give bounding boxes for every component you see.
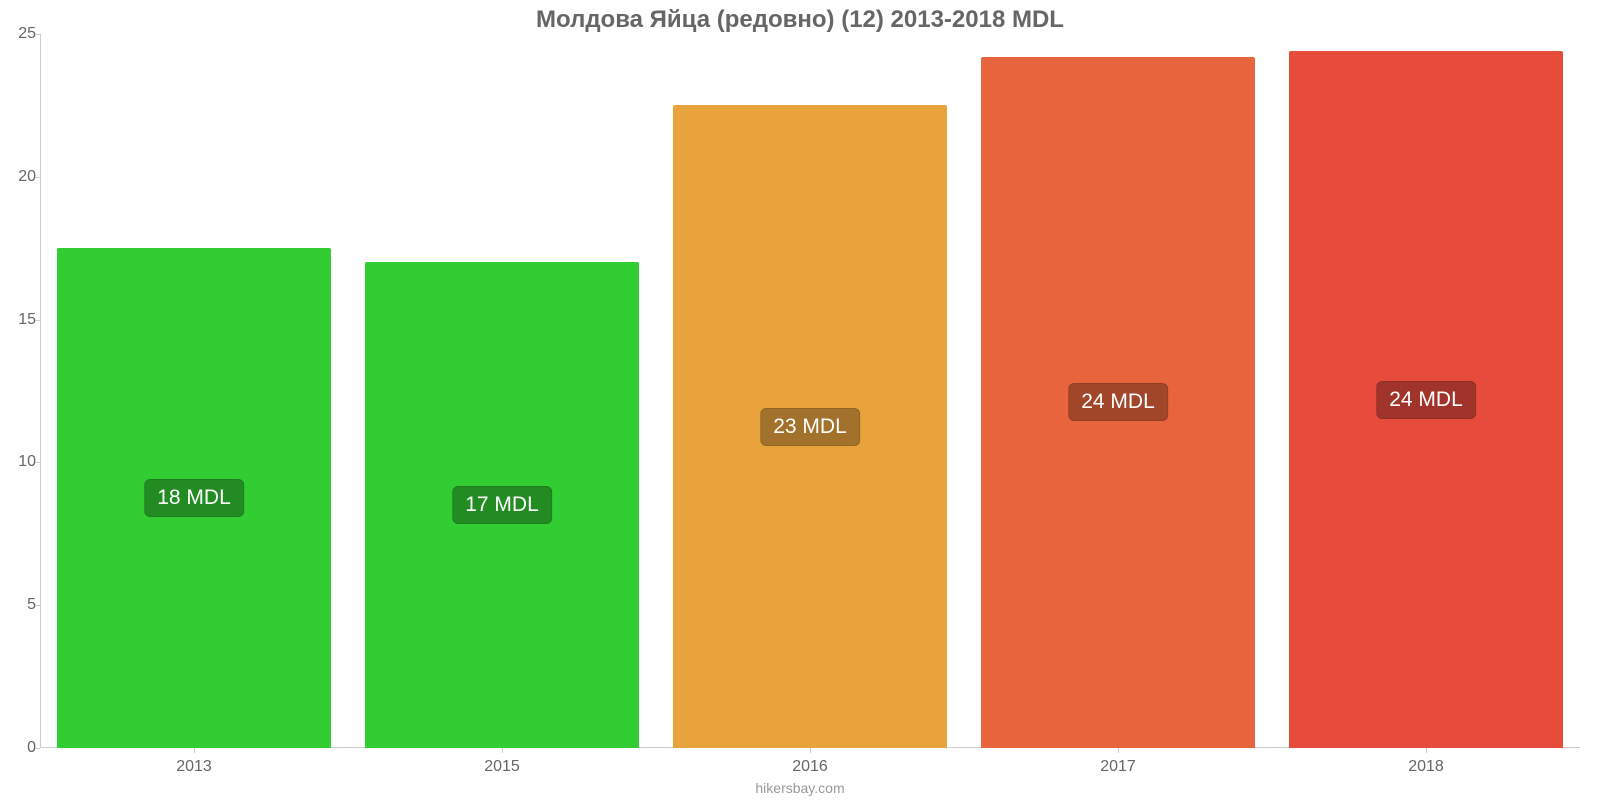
- x-tick-mark: [1118, 748, 1119, 753]
- attribution: hikersbay.com: [0, 780, 1600, 796]
- x-tick-mark: [502, 748, 503, 753]
- bar: 24 MDL: [981, 57, 1255, 748]
- x-axis-labels: 20132015201620172018: [40, 758, 1580, 776]
- bar-value-label: 24 MDL: [1376, 381, 1476, 419]
- bar: 24 MDL: [1289, 51, 1563, 748]
- bar-slot: 23 MDL: [656, 34, 964, 748]
- chart-plot-region: 0510152025 18 MDL17 MDL23 MDL24 MDL24 MD…: [40, 34, 1580, 748]
- x-axis-label: 2016: [656, 758, 964, 776]
- plot-area: 18 MDL 17 MDL 23 MDL 24 MDL 24 MDL: [40, 34, 1580, 748]
- x-tick-mark: [810, 748, 811, 753]
- bar-slot: 18 MDL: [40, 34, 348, 748]
- y-tick-label: 20: [18, 168, 36, 186]
- y-tick-mark: [35, 34, 40, 35]
- bar-value-label: 24 MDL: [1068, 383, 1168, 421]
- y-tick-label: 15: [18, 311, 36, 329]
- x-axis-label: 2017: [964, 758, 1272, 776]
- x-tick-mark: [194, 748, 195, 753]
- y-tick-mark: [35, 462, 40, 463]
- bar: 18 MDL: [57, 248, 331, 748]
- bar-slot: 24 MDL: [964, 34, 1272, 748]
- bars-container: 18 MDL 17 MDL 23 MDL 24 MDL 24 MDL: [40, 34, 1580, 748]
- bar-value-label: 18 MDL: [144, 479, 244, 517]
- y-tick-mark: [35, 320, 40, 321]
- y-tick-label: 10: [18, 453, 36, 471]
- bar: 17 MDL: [365, 262, 639, 748]
- y-axis: 0510152025: [10, 34, 40, 748]
- bar: 23 MDL: [673, 105, 947, 748]
- x-axis-label: 2013: [40, 758, 348, 776]
- x-axis-label: 2018: [1272, 758, 1580, 776]
- bar-slot: 24 MDL: [1272, 34, 1580, 748]
- bar-value-label: 23 MDL: [760, 408, 860, 446]
- chart-title: Молдова Яйца (редовно) (12) 2013-2018 MD…: [0, 0, 1600, 38]
- y-tick-mark: [35, 605, 40, 606]
- y-tick-mark: [35, 748, 40, 749]
- bar-slot: 17 MDL: [348, 34, 656, 748]
- x-axis-label: 2015: [348, 758, 656, 776]
- bar-value-label: 17 MDL: [452, 486, 552, 524]
- y-tick-label: 25: [18, 25, 36, 43]
- x-tick-mark: [1426, 748, 1427, 753]
- y-tick-mark: [35, 177, 40, 178]
